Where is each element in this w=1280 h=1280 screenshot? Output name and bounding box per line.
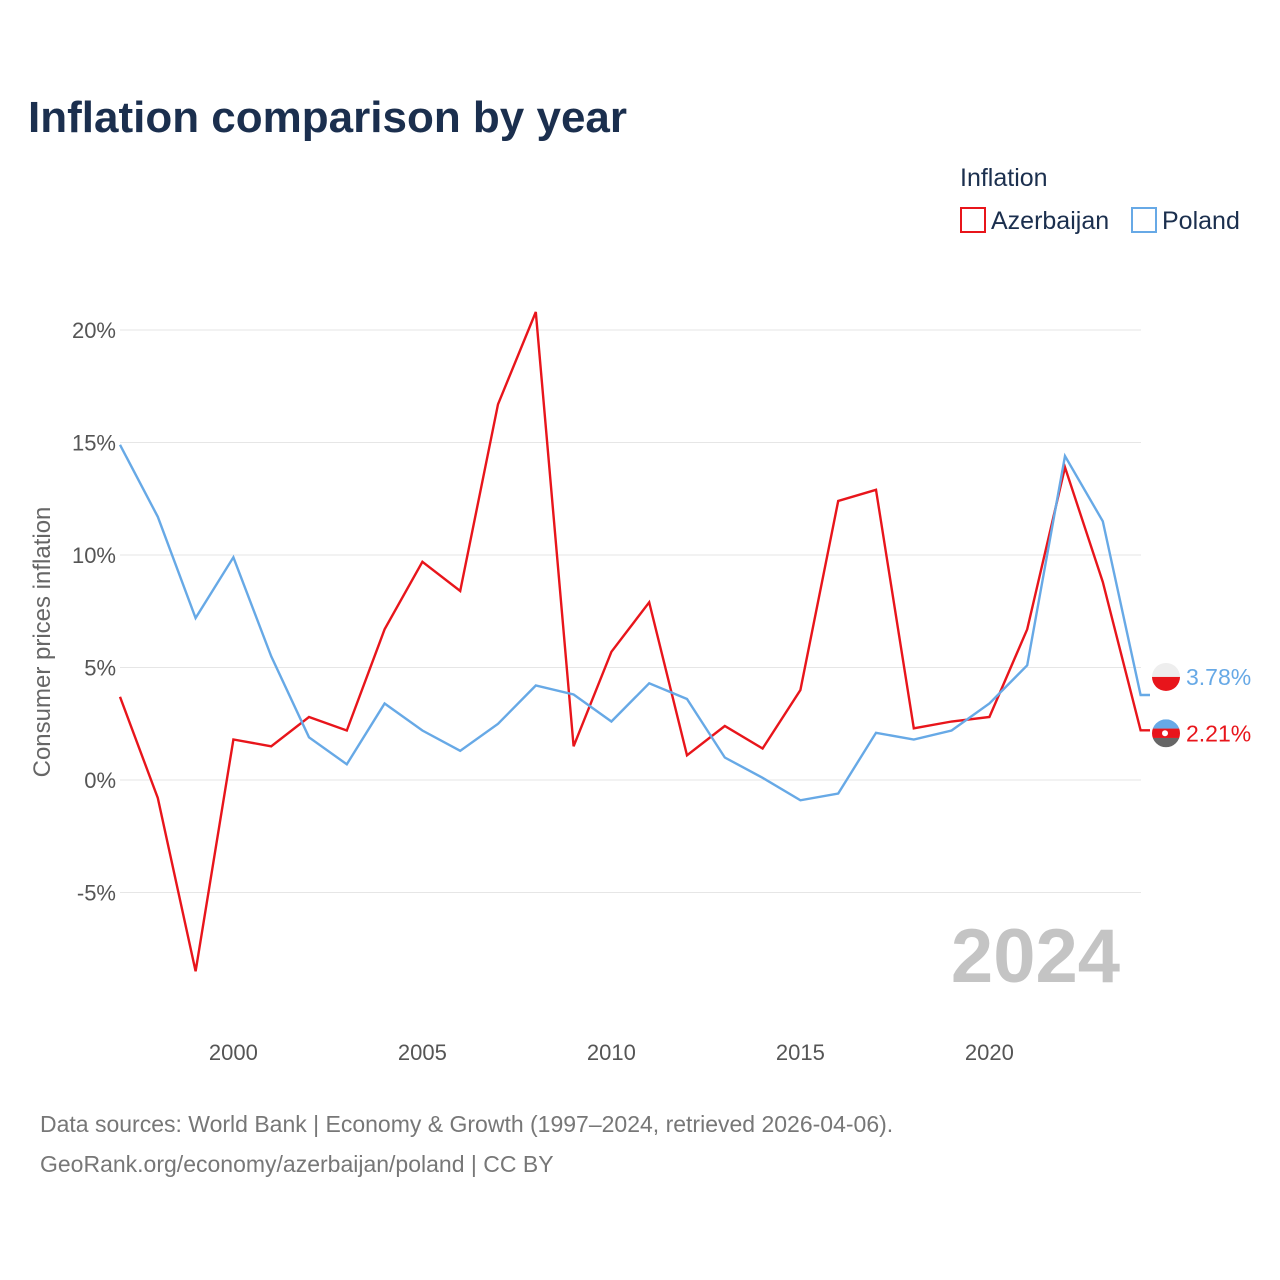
y-axis-ticks: -5% 0% 5% 10% 15% 20%: [72, 318, 116, 906]
credit-line[interactable]: GeoRank.org/economy/azerbaijan/poland | …: [40, 1151, 554, 1177]
gridlines: [120, 329, 1141, 893]
y-tick-label: 5%: [84, 656, 116, 681]
x-tick-label: 2010: [587, 1040, 636, 1065]
flag-poland-icon: [1152, 662, 1180, 691]
year-watermark: 2024: [951, 914, 1120, 999]
x-tick-label: 2005: [398, 1040, 447, 1065]
legend-swatch-azerbaijan: [960, 207, 986, 233]
y-tick-label: 0%: [84, 768, 116, 793]
legend-label-azerbaijan: Azerbaijan: [991, 207, 1109, 235]
legend-label-poland: Poland: [1162, 207, 1240, 235]
legend-swatch-poland: [1131, 207, 1157, 233]
y-tick-label: 20%: [72, 318, 116, 343]
legend-item-poland[interactable]: Poland: [1131, 207, 1240, 235]
end-label-poland: 3.78%: [1186, 664, 1251, 690]
series-line-poland[interactable]: [118, 444, 1150, 802]
y-tick-label: 15%: [72, 431, 116, 456]
source-line: Data sources: World Bank | Economy & Gro…: [40, 1111, 893, 1137]
x-tick-label: 2020: [965, 1040, 1014, 1065]
series-line-azerbaijan[interactable]: [118, 311, 1150, 972]
x-tick-label: 2015: [776, 1040, 825, 1065]
x-tick-label: 2000: [209, 1040, 258, 1065]
legend: Inflation Azerbaijan Poland: [960, 164, 1240, 235]
y-tick-label: -5%: [77, 881, 116, 906]
end-label-azerbaijan: 2.21%: [1186, 720, 1251, 746]
end-markers: 3.78% 2.21%: [1152, 662, 1251, 748]
flag-azerbaijan-icon: [1152, 719, 1180, 748]
legend-title: Inflation: [960, 164, 1048, 192]
chart-title: Inflation comparison by year: [28, 93, 627, 142]
series-lines: [118, 311, 1150, 972]
y-axis-label: Consumer prices inflation: [29, 507, 56, 778]
y-tick-label: 10%: [72, 543, 116, 568]
x-axis-ticks: 2000 2005 2010 2015 2020: [209, 1040, 1014, 1065]
legend-item-azerbaijan[interactable]: Azerbaijan: [960, 207, 1109, 235]
